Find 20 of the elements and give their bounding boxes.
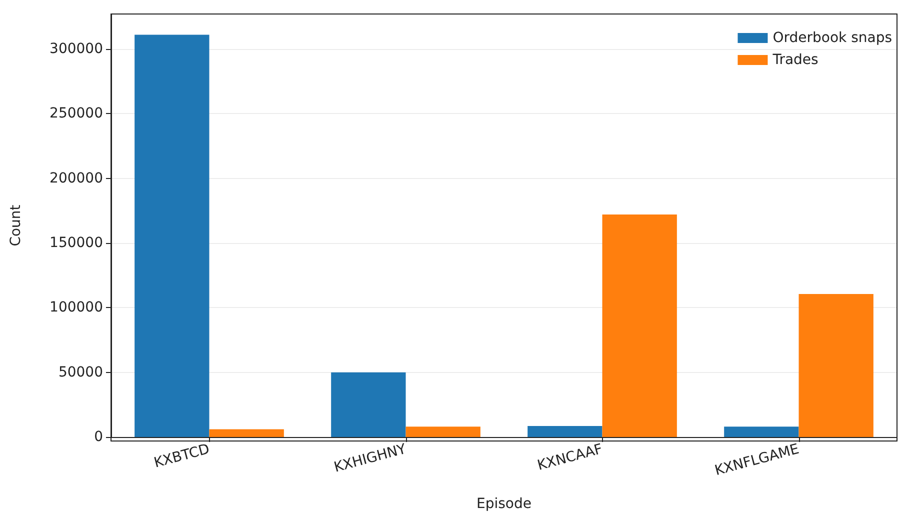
y-axis-title: Count xyxy=(8,204,24,246)
y-tick-label: 150000 xyxy=(50,234,103,251)
bar xyxy=(331,372,406,437)
bar xyxy=(798,294,874,437)
bar xyxy=(724,426,799,437)
y-tick-label: 100000 xyxy=(50,300,103,316)
y-tick-label: 0 xyxy=(94,429,103,445)
y-tick-label: 300000 xyxy=(50,40,103,57)
y-tick-label: 250000 xyxy=(50,106,103,122)
legend-label: Orderbook snaps xyxy=(772,30,892,46)
bar xyxy=(209,429,284,437)
x-tick-label: KXBTCD xyxy=(152,441,212,472)
bar xyxy=(134,34,210,437)
legend-label: Trades xyxy=(772,52,818,68)
bar xyxy=(406,426,480,437)
bar xyxy=(602,214,677,437)
y-tick-label: 50000 xyxy=(58,364,103,380)
y-tick-label: 200000 xyxy=(50,170,103,186)
bar xyxy=(528,426,602,437)
x-axis-title: Episode xyxy=(476,496,532,512)
